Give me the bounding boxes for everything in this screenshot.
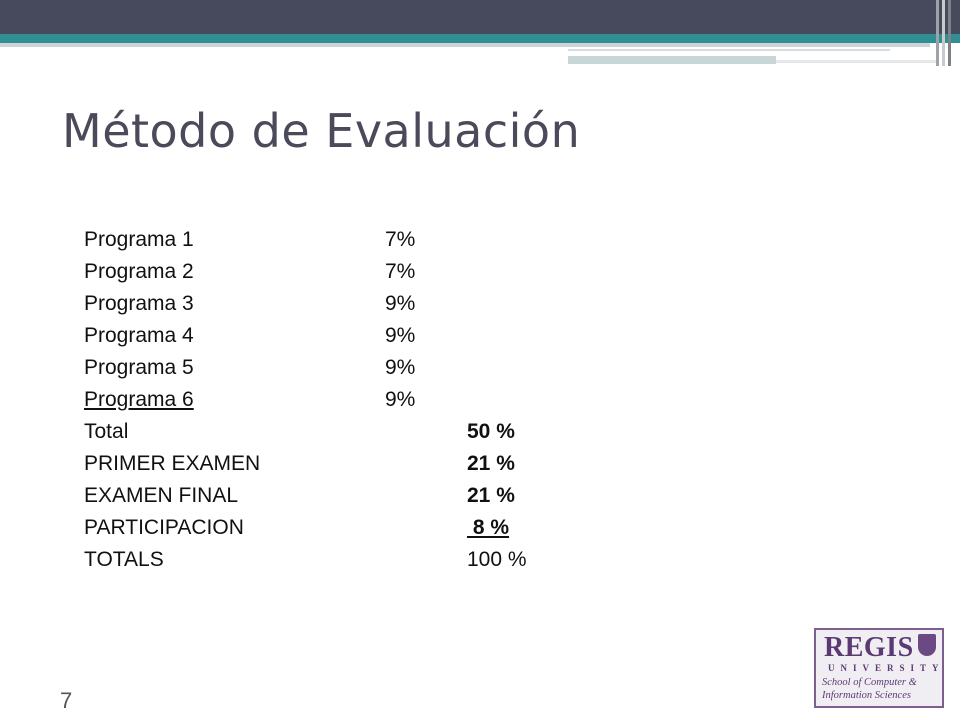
logo-school: School of Computer & Information Science… xyxy=(822,676,940,702)
shield-icon xyxy=(918,634,936,656)
decor-line xyxy=(568,49,890,51)
logo-school-line: Information Sciences xyxy=(822,690,911,701)
total-label: Total xyxy=(84,420,129,443)
decor-line xyxy=(568,56,776,64)
total-label: TOTALS xyxy=(84,548,164,571)
grading-label: Programa 1 xyxy=(84,228,194,251)
grading-percent: 9% xyxy=(385,356,416,379)
slide-number: 7 xyxy=(60,688,73,713)
grading-label: Programa 3 xyxy=(84,292,194,315)
top-divider-strip xyxy=(0,43,930,47)
total-label: PRIMER EXAMEN xyxy=(84,452,261,475)
total-percent: 8 % xyxy=(467,516,510,539)
grading-percent: 9% xyxy=(385,388,416,411)
total-percent: 100 % xyxy=(467,548,527,571)
total-percent: 21 % xyxy=(467,484,515,507)
top-banner xyxy=(0,0,960,34)
grading-percent: 7% xyxy=(385,228,416,251)
grading-label: Programa 6 xyxy=(84,388,194,411)
top-accent-stripe xyxy=(0,34,960,43)
grading-label: Programa 5 xyxy=(84,356,194,379)
logo-school-line: School of Computer & xyxy=(822,677,917,688)
grading-percent: 9% xyxy=(385,324,416,347)
slide-title: Método de Evaluación xyxy=(62,104,581,158)
regis-university-logo: REGIS UNIVERSITY School of Computer & In… xyxy=(814,628,944,708)
total-label: PARTICIPACION xyxy=(84,516,244,539)
total-percent: 21 % xyxy=(467,452,515,475)
total-label: EXAMEN FINAL xyxy=(84,484,239,507)
logo-subtitle: UNIVERSITY xyxy=(828,663,945,673)
grading-label: Programa 2 xyxy=(84,260,194,283)
total-percent: 50 % xyxy=(467,420,515,443)
grading-label: Programa 4 xyxy=(84,324,194,347)
grading-percent: 7% xyxy=(385,260,416,283)
logo-name: REGIS xyxy=(824,632,914,663)
decor-line xyxy=(776,60,936,63)
grading-percent: 9% xyxy=(385,292,416,315)
corner-decoration xyxy=(936,0,954,66)
